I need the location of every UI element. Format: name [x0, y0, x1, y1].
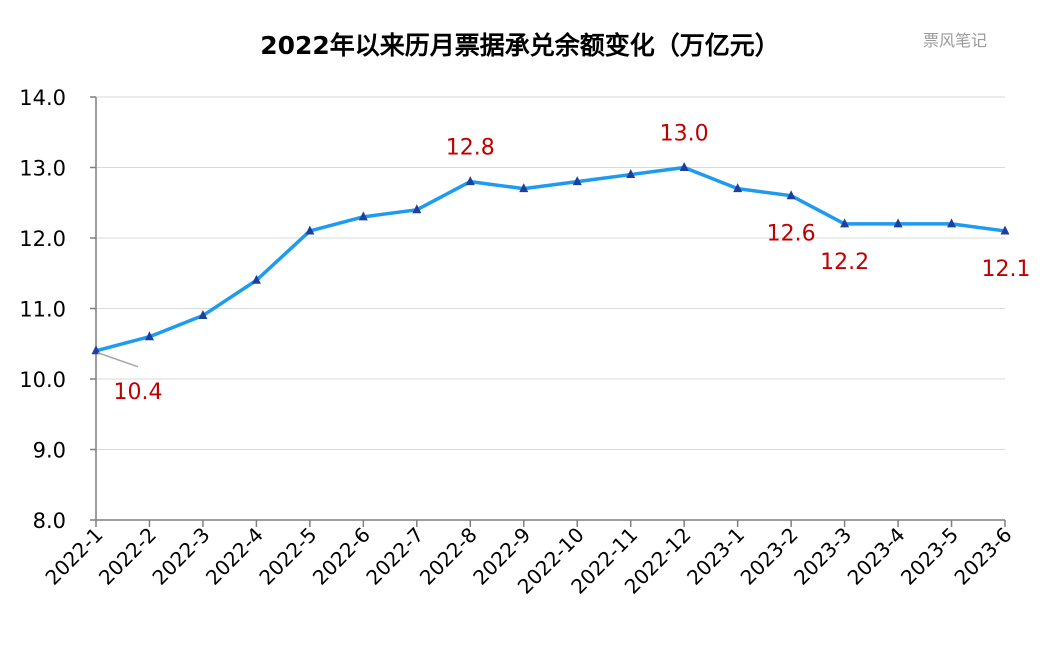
y-tick-label: 9.0 — [33, 439, 66, 463]
data-point-marker — [144, 331, 154, 341]
x-axis-tick-labels: 2022-12022-22022-32022-42022-52022-62022… — [40, 523, 1016, 599]
data-point-marker — [947, 218, 957, 228]
y-tick-label: 14.0 — [19, 86, 66, 110]
data-point-marker — [305, 225, 315, 235]
data-point-marker — [572, 176, 582, 186]
data-point-marker — [679, 162, 689, 171]
data-label: 12.2 — [820, 250, 869, 275]
series — [94, 165, 1007, 353]
x-tick-label: 2022-8 — [415, 523, 482, 590]
data-labels: 10.4 12.8 13.0 12.612.2 12.1 — [97, 122, 1031, 405]
data-point-marker — [412, 204, 422, 214]
data-label: 13.0 — [660, 122, 709, 147]
y-tick-label: 11.0 — [19, 298, 66, 322]
x-tick-label: 2023-3 — [789, 523, 856, 590]
y-tick-label: 13.0 — [19, 157, 66, 181]
series-line — [94, 165, 1007, 353]
data-point-marker — [840, 218, 850, 228]
y-axis-tick-labels: 8.0 9.0 10.0 11.0 12.0 13.0 14.0 — [19, 86, 66, 533]
x-tick-label: 2022-6 — [308, 523, 375, 590]
data-point-marker — [465, 176, 475, 186]
data-label: 12.1 — [982, 257, 1031, 282]
x-tick-label: 2023-2 — [736, 523, 803, 590]
data-label: 12.6 — [767, 222, 816, 247]
x-tick-label: 2023-6 — [949, 523, 1016, 590]
gridlines — [96, 96, 1005, 450]
data-point-marker — [733, 183, 743, 193]
data-point-marker — [251, 274, 261, 284]
x-tick-label: 2023-1 — [682, 523, 749, 590]
watermark-text: 票风笔记 — [923, 31, 987, 50]
chart-title: 2022年以来历月票据承兑余额变化（万亿元） — [260, 31, 780, 60]
axes — [90, 96, 1006, 527]
x-tick-label: 2023-5 — [896, 523, 963, 590]
data-point-marker — [1000, 225, 1010, 235]
x-tick-label: 2022-3 — [147, 523, 214, 590]
data-point-marker — [519, 183, 529, 193]
y-tick-label: 12.0 — [19, 227, 66, 251]
x-tick-label: 2022-4 — [201, 523, 268, 590]
data-label: 10.4 — [114, 380, 163, 405]
x-tick-label: 2022-2 — [94, 523, 161, 590]
x-tick-label: 2022-7 — [361, 523, 428, 590]
data-point-marker — [358, 211, 368, 221]
y-tick-label: 8.0 — [33, 509, 66, 533]
data-point-marker — [626, 169, 636, 179]
x-tick-label: 2023-4 — [843, 523, 910, 590]
data-label: 12.8 — [446, 136, 495, 161]
x-tick-label: 2022-5 — [254, 523, 321, 590]
data-point-marker — [91, 345, 101, 355]
data-point-marker — [198, 310, 208, 320]
data-label-leader — [97, 352, 139, 368]
data-point-marker — [893, 218, 903, 228]
data-point-marker — [786, 190, 796, 200]
series-markers — [91, 162, 1010, 355]
y-tick-label: 10.0 — [19, 368, 66, 392]
